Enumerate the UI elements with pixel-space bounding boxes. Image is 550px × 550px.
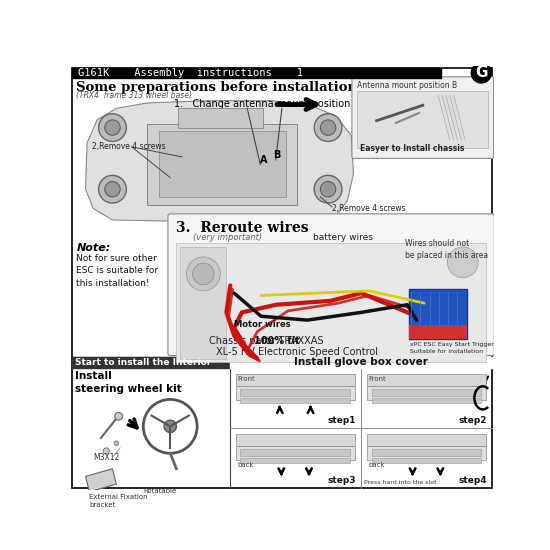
Text: Press hard into the slot: Press hard into the slot — [364, 480, 437, 485]
Text: Easyer to Install chassis: Easyer to Install chassis — [360, 144, 464, 153]
Text: step3: step3 — [328, 476, 356, 485]
Bar — [236, 446, 355, 460]
Circle shape — [114, 441, 119, 446]
Circle shape — [103, 448, 109, 454]
Bar — [367, 386, 486, 400]
Text: Antenna mount position B: Antenna mount position B — [358, 81, 458, 90]
Text: (very important): (very important) — [194, 233, 262, 242]
Bar — [72, 357, 229, 368]
FancyBboxPatch shape — [352, 77, 494, 158]
Text: Rotatable: Rotatable — [143, 488, 177, 494]
Bar — [372, 458, 481, 463]
Bar — [358, 91, 488, 148]
Text: M3X12: M3X12 — [93, 453, 119, 463]
Text: 100% fit: 100% fit — [254, 336, 300, 346]
Bar — [367, 434, 486, 446]
Bar — [177, 243, 486, 362]
Text: G161K    Assembly  instructions    1: G161K Assembly instructions 1 — [78, 68, 303, 78]
Text: 2,Remove 4 screws: 2,Remove 4 screws — [332, 204, 405, 213]
Bar — [236, 386, 355, 400]
Bar — [72, 68, 441, 78]
Bar — [372, 449, 481, 456]
Text: B: B — [273, 150, 281, 161]
Bar — [372, 389, 481, 396]
Text: Some preparations before installation: Some preparations before installation — [76, 81, 358, 95]
Circle shape — [314, 175, 342, 203]
Bar — [147, 124, 297, 205]
Circle shape — [471, 63, 491, 83]
Circle shape — [164, 420, 177, 432]
Bar — [409, 289, 466, 339]
Bar — [240, 398, 350, 403]
Text: Note:: Note: — [76, 243, 111, 253]
Bar — [240, 389, 350, 396]
Circle shape — [192, 263, 214, 285]
FancyBboxPatch shape — [168, 214, 494, 355]
Circle shape — [320, 182, 336, 197]
Text: Wires should not
be placed in this area: Wires should not be placed in this area — [405, 239, 488, 260]
Text: back: back — [368, 463, 385, 469]
Circle shape — [104, 120, 120, 135]
Text: xPC ESC Easy Start Trigger
Suitable for installation: xPC ESC Easy Start Trigger Suitable for … — [410, 343, 494, 354]
Bar — [178, 108, 263, 128]
Text: Front: Front — [237, 376, 255, 382]
Bar — [367, 446, 486, 460]
Circle shape — [320, 120, 336, 135]
Text: battery wires: battery wires — [312, 233, 372, 242]
Text: back: back — [237, 463, 254, 469]
Circle shape — [314, 114, 342, 141]
Circle shape — [98, 175, 127, 203]
Bar — [236, 434, 355, 446]
Text: Not for sure other
ESC is suitable for
this installation!: Not for sure other ESC is suitable for t… — [76, 254, 158, 288]
Circle shape — [447, 247, 478, 278]
Circle shape — [115, 412, 123, 420]
Circle shape — [104, 182, 120, 197]
Polygon shape — [86, 101, 354, 224]
Text: A: A — [260, 155, 268, 165]
Circle shape — [98, 114, 127, 141]
Bar — [180, 247, 227, 359]
Bar — [409, 326, 466, 339]
Text: 1.   Change antenna mount position: 1. Change antenna mount position — [174, 99, 350, 109]
Circle shape — [186, 257, 220, 291]
Text: for TRAXXAS: for TRAXXAS — [258, 336, 323, 346]
Text: Start to install the Interior: Start to install the Interior — [75, 358, 211, 367]
Bar — [240, 449, 350, 456]
Text: Front: Front — [368, 376, 386, 382]
Text: step4: step4 — [459, 476, 487, 485]
Polygon shape — [86, 469, 117, 492]
Bar — [240, 458, 350, 463]
Text: External Fixation
bracket: External Fixation bracket — [89, 494, 148, 508]
Bar — [236, 374, 355, 386]
Text: Motor wires: Motor wires — [234, 320, 291, 329]
Text: step2: step2 — [459, 416, 487, 425]
Text: Install
steering wheel kit: Install steering wheel kit — [75, 371, 182, 394]
Bar — [372, 398, 481, 403]
Text: 2,Remove 4 screws: 2,Remove 4 screws — [92, 142, 166, 151]
Bar — [159, 131, 286, 197]
Text: G: G — [475, 65, 487, 80]
Text: (TRX4  frame 313 wheel base): (TRX4 frame 313 wheel base) — [76, 91, 192, 101]
Text: XL-5 HV Electronic Speed Control: XL-5 HV Electronic Speed Control — [217, 347, 378, 357]
Bar — [229, 357, 492, 368]
Text: 3.  Reroute wires: 3. Reroute wires — [177, 221, 309, 235]
Text: Chassis parts: Chassis parts — [209, 336, 274, 346]
Text: step1: step1 — [328, 416, 356, 425]
Bar — [367, 374, 486, 386]
Text: Install glove box cover: Install glove box cover — [294, 358, 428, 367]
